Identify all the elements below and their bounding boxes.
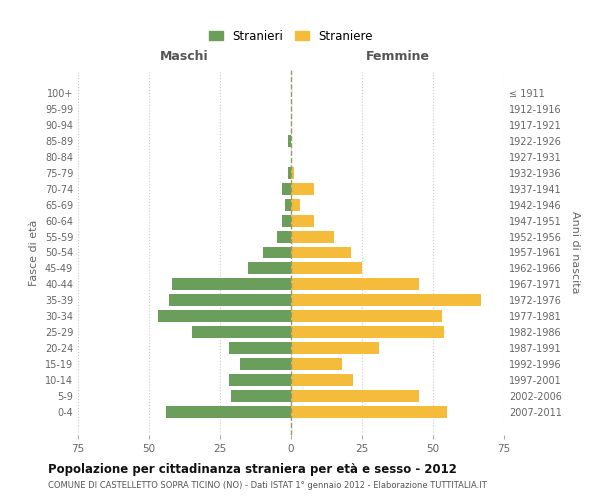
Bar bbox=[291, 358, 342, 370]
Bar bbox=[288, 134, 291, 146]
Bar bbox=[291, 262, 362, 274]
Bar bbox=[291, 326, 445, 338]
Bar bbox=[286, 198, 291, 210]
Bar bbox=[263, 246, 291, 258]
Bar bbox=[291, 310, 442, 322]
Bar bbox=[291, 214, 314, 226]
Bar bbox=[291, 342, 379, 354]
Bar bbox=[158, 310, 291, 322]
Bar bbox=[291, 198, 299, 210]
Bar bbox=[291, 182, 314, 194]
Bar bbox=[172, 278, 291, 290]
Text: Femmine: Femmine bbox=[365, 50, 430, 62]
Bar bbox=[277, 230, 291, 242]
Bar bbox=[291, 374, 353, 386]
Bar bbox=[291, 166, 294, 178]
Bar bbox=[283, 182, 291, 194]
Bar bbox=[291, 406, 447, 418]
Bar bbox=[169, 294, 291, 306]
Bar bbox=[291, 230, 334, 242]
Bar bbox=[291, 390, 419, 402]
Bar bbox=[291, 294, 481, 306]
Bar bbox=[229, 374, 291, 386]
Bar bbox=[283, 214, 291, 226]
Bar bbox=[229, 342, 291, 354]
Text: Popolazione per cittadinanza straniera per età e sesso - 2012: Popolazione per cittadinanza straniera p… bbox=[48, 462, 457, 475]
Text: COMUNE DI CASTELLETTO SOPRA TICINO (NO) - Dati ISTAT 1° gennaio 2012 - Elaborazi: COMUNE DI CASTELLETTO SOPRA TICINO (NO) … bbox=[48, 481, 487, 490]
Text: Maschi: Maschi bbox=[160, 50, 209, 62]
Bar bbox=[232, 390, 291, 402]
Bar bbox=[166, 406, 291, 418]
Bar bbox=[291, 246, 350, 258]
Bar bbox=[288, 166, 291, 178]
Bar bbox=[240, 358, 291, 370]
Bar bbox=[248, 262, 291, 274]
Y-axis label: Fasce di età: Fasce di età bbox=[29, 220, 39, 286]
Bar bbox=[291, 278, 419, 290]
Y-axis label: Anni di nascita: Anni di nascita bbox=[570, 211, 580, 294]
Bar bbox=[191, 326, 291, 338]
Legend: Stranieri, Straniere: Stranieri, Straniere bbox=[204, 25, 378, 47]
